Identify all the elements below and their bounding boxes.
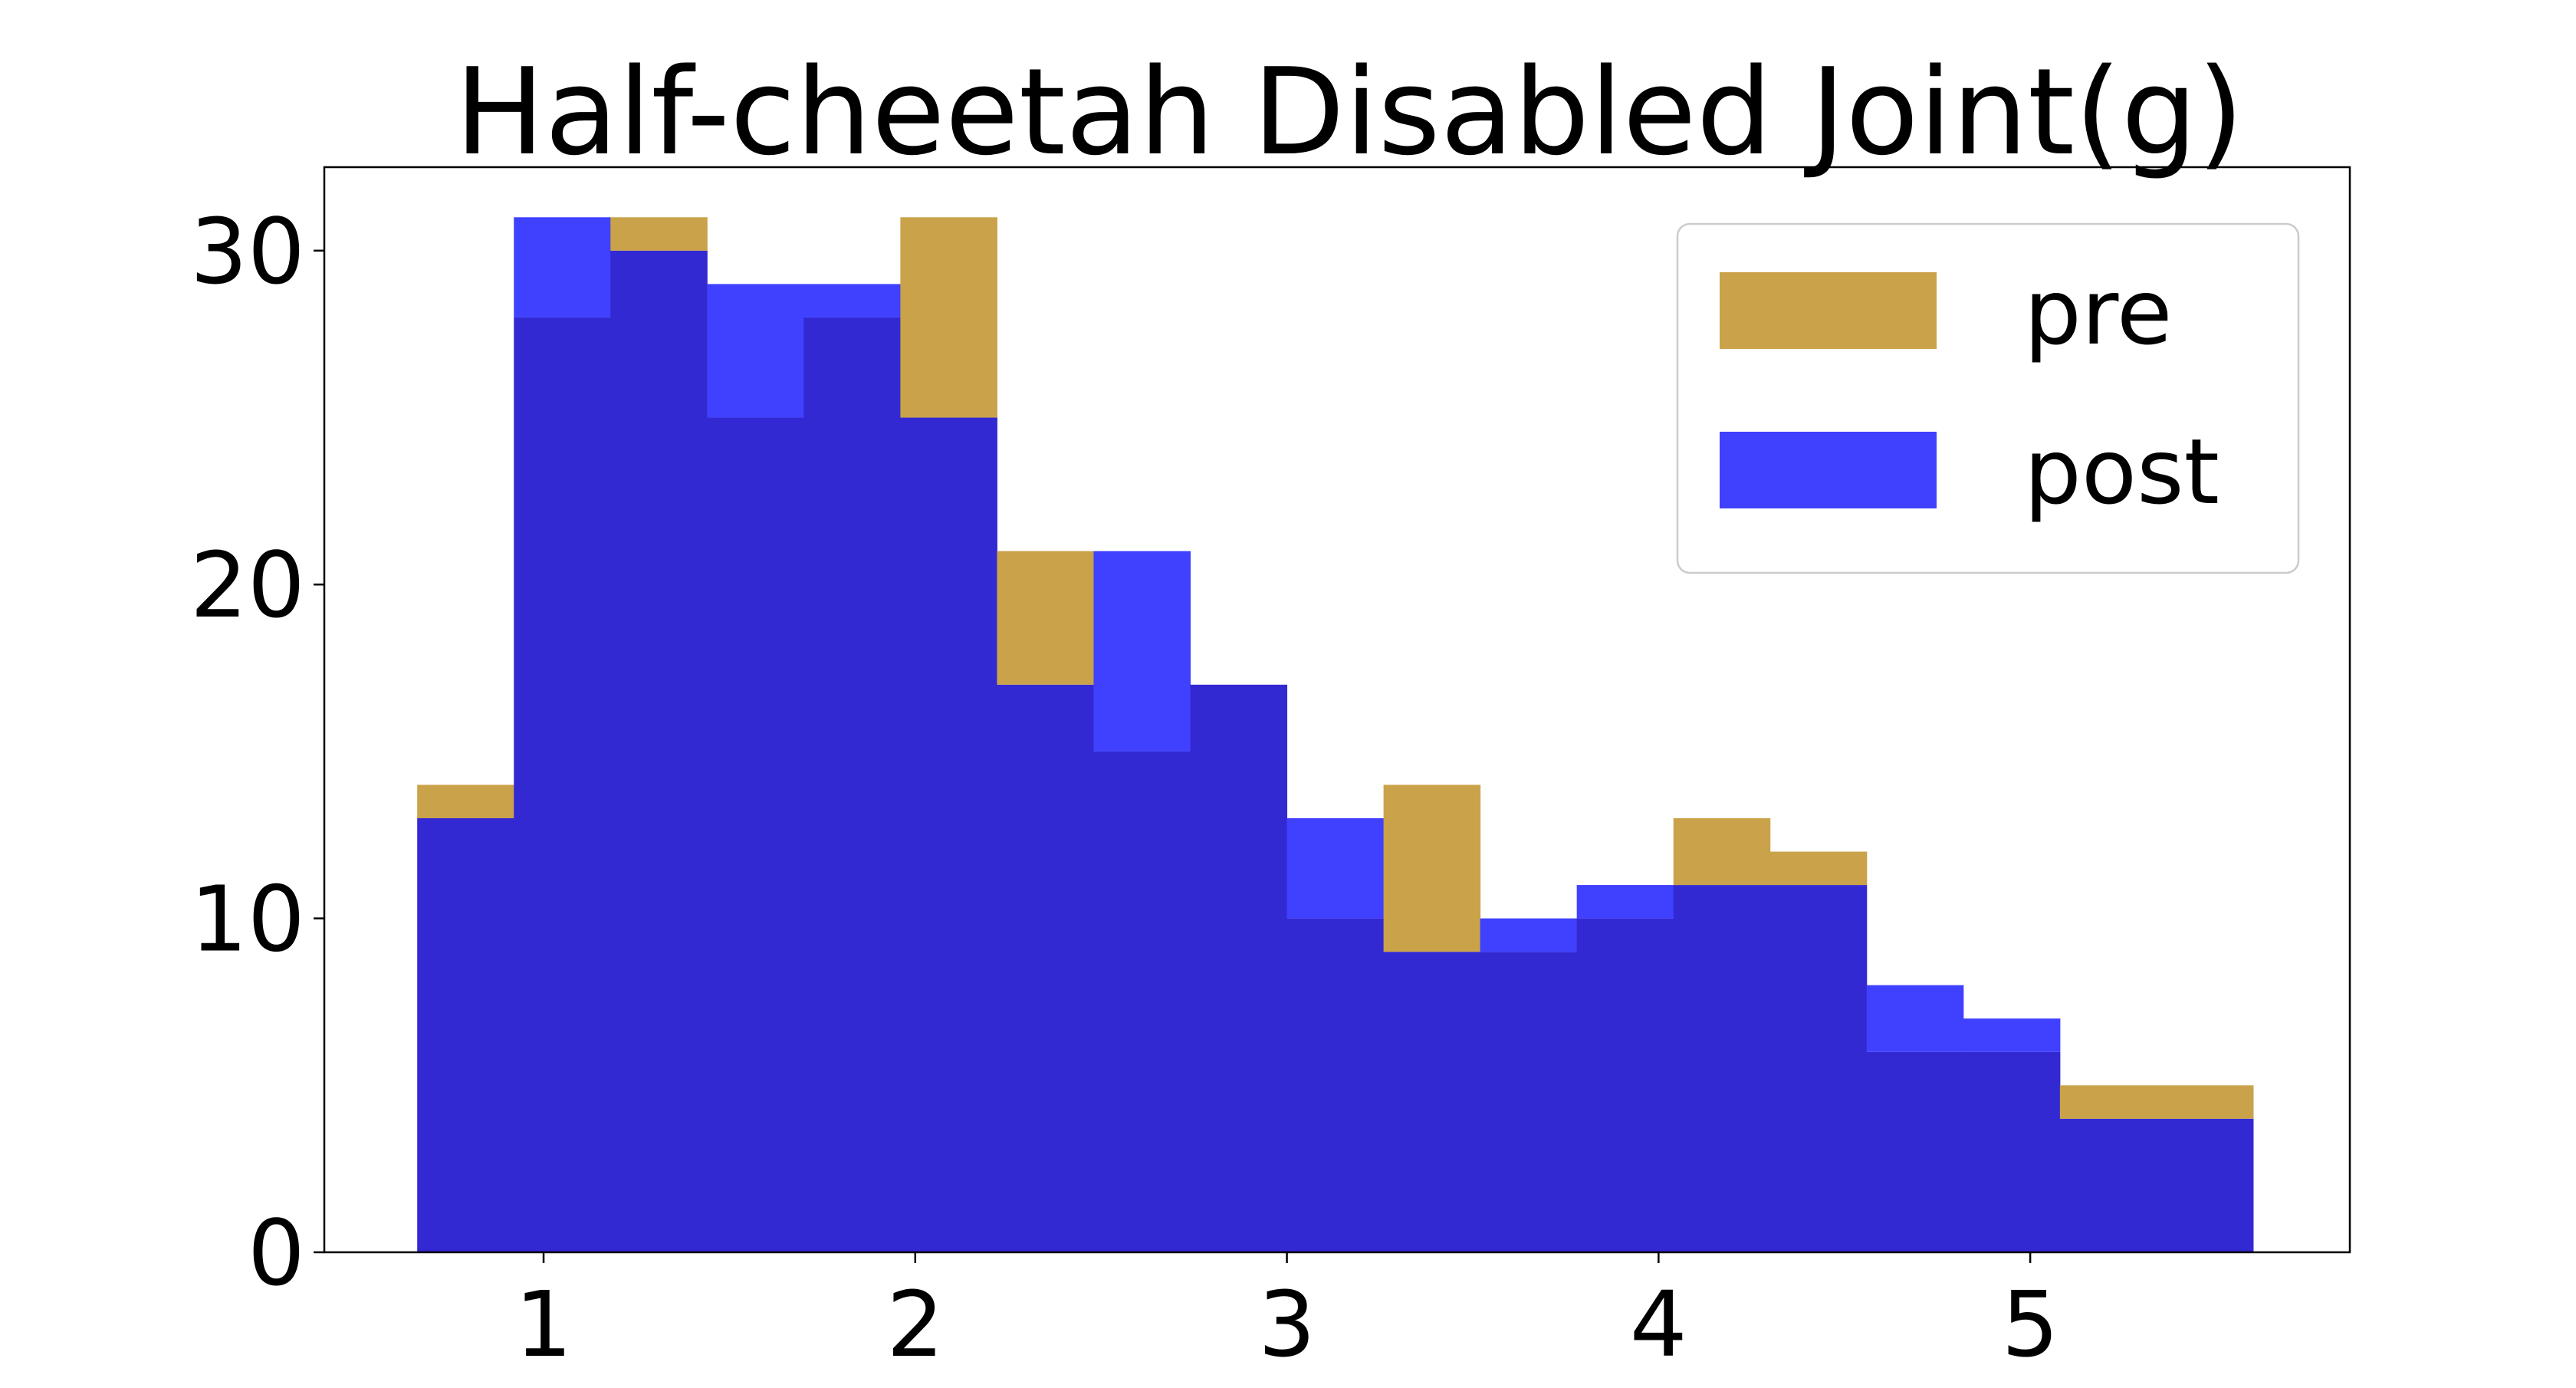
y-tick-label-2: 20 xyxy=(190,532,305,638)
legend-swatch-pre xyxy=(1720,272,1937,349)
bar-overlap-8 xyxy=(1190,684,1288,1252)
bar-post-15 xyxy=(1866,985,1964,1052)
bar-overlap-15 xyxy=(1866,1051,1964,1252)
bar-overlap-17 xyxy=(2059,1118,2157,1252)
bar-overlap-9 xyxy=(1286,918,1385,1252)
bar-overlap-11 xyxy=(1480,952,1578,1252)
x-tick-label-3: 4 xyxy=(1630,1271,1687,1377)
x-tick-label-4: 5 xyxy=(2002,1271,2059,1377)
y-tick-label-1: 10 xyxy=(190,867,305,972)
bar-overlap-6 xyxy=(997,684,1094,1252)
bar-overlap-7 xyxy=(1093,751,1191,1252)
bar-pre-10 xyxy=(1383,784,1481,952)
legend: pre post xyxy=(1676,222,2300,574)
bar-post-9 xyxy=(1286,818,1385,919)
bar-overlap-13 xyxy=(1673,885,1771,1252)
legend-label-pre: pre xyxy=(2024,259,2172,365)
bar-post-11 xyxy=(1480,918,1578,952)
bars-layer xyxy=(417,217,2254,1252)
legend-label-post: post xyxy=(2024,419,2220,525)
bar-overlap-16 xyxy=(1963,1051,2061,1252)
bar-pre-6 xyxy=(997,551,1094,685)
bar-overlap-5 xyxy=(900,417,997,1252)
x-tick-label-0: 1 xyxy=(514,1271,572,1377)
chart-title: Half-cheetah Disabled Joint(g) xyxy=(455,42,2244,182)
bar-overlap-18 xyxy=(2156,1118,2254,1252)
bar-pre-14 xyxy=(1769,851,1868,886)
bar-overlap-14 xyxy=(1769,885,1868,1252)
bar-overlap-4 xyxy=(803,317,901,1252)
bar-pre-2 xyxy=(610,217,708,251)
y-tick-label-3: 30 xyxy=(190,199,305,304)
bar-overlap-10 xyxy=(1383,952,1481,1252)
bar-post-4 xyxy=(803,284,901,317)
bar-overlap-2 xyxy=(610,250,708,1252)
x-tick-label-1: 2 xyxy=(886,1271,944,1377)
bar-overlap-1 xyxy=(514,317,611,1252)
x-axis-ticks: 1 2 3 4 5 xyxy=(514,1252,2059,1377)
bar-pre-13 xyxy=(1673,818,1771,886)
bar-pre-17 xyxy=(2059,1085,2157,1119)
bar-post-3 xyxy=(707,284,804,418)
plot-frame xyxy=(323,166,2351,1254)
bar-overlap-12 xyxy=(1576,918,1674,1252)
bar-post-12 xyxy=(1576,885,1674,919)
bar-pre-5 xyxy=(900,217,997,418)
bar-pre-18 xyxy=(2156,1085,2254,1119)
bar-post-7 xyxy=(1093,551,1191,752)
bar-overlap-0 xyxy=(417,818,514,1252)
x-tick-label-2: 3 xyxy=(1258,1271,1316,1377)
bar-overlap-3 xyxy=(707,417,804,1252)
y-tick-label-0: 0 xyxy=(248,1200,305,1306)
bar-post-1 xyxy=(514,217,611,317)
y-axis-ticks: 0 10 20 30 xyxy=(190,199,324,1306)
bar-pre-0 xyxy=(417,784,514,818)
legend-swatch-post xyxy=(1720,432,1937,508)
bar-post-16 xyxy=(1963,1018,2061,1052)
